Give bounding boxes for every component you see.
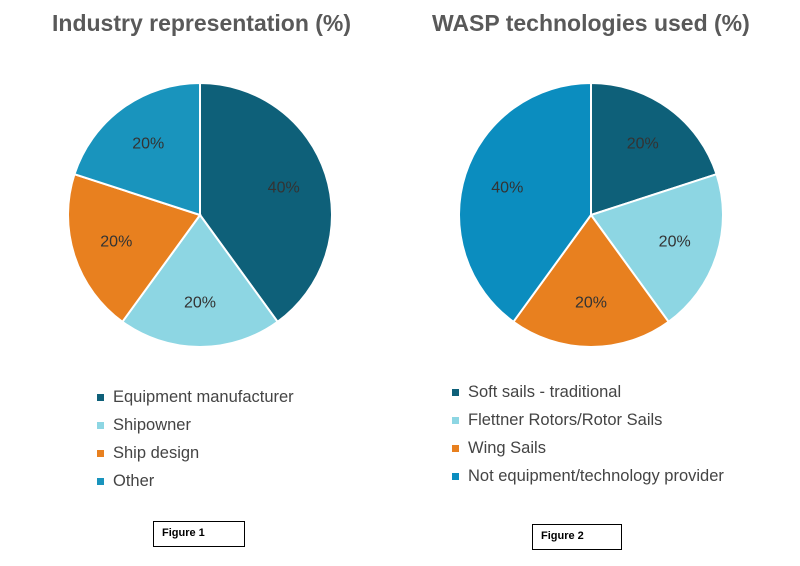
legend-swatch bbox=[452, 444, 459, 452]
wasp-legend: Soft sails - traditional Flettner Rotors… bbox=[452, 378, 724, 490]
legend-item: Ship design bbox=[97, 439, 294, 467]
wasp-slice-label-1: 20% bbox=[659, 234, 691, 251]
figure-1-caption: Figure 1 bbox=[153, 521, 245, 547]
legend-swatch bbox=[452, 388, 459, 396]
figure-2-caption: Figure 2 bbox=[532, 524, 622, 550]
industry-slice-0 bbox=[199, 81, 333, 324]
legend-item: Other bbox=[97, 467, 294, 495]
industry-slice-label-0: 40% bbox=[268, 179, 300, 196]
industry-pie-chart: 40% 20% 20% 20% bbox=[67, 81, 333, 349]
legend-swatch bbox=[97, 477, 104, 485]
legend-label: Wing Sails bbox=[468, 438, 546, 457]
legend-label: Flettner Rotors/Rotor Sails bbox=[468, 410, 663, 429]
wasp-slice-label-2: 20% bbox=[575, 295, 607, 312]
chart-title-wasp: WASP technologies used (%) bbox=[432, 10, 750, 36]
legend-item: Not equipment/technology provider bbox=[452, 462, 724, 490]
industry-slice-3 bbox=[73, 81, 201, 217]
industry-slice-2 bbox=[67, 172, 202, 324]
legend-label: Other bbox=[113, 471, 155, 490]
chart-title-industry: Industry representation (%) bbox=[52, 10, 352, 36]
legend-label: Shipowner bbox=[113, 415, 191, 434]
industry-slice-label-2: 20% bbox=[100, 234, 132, 251]
legend-swatch bbox=[97, 449, 104, 457]
industry-legend: Equipment manufacturer Shipowner Ship de… bbox=[97, 383, 294, 495]
legend-swatch bbox=[452, 472, 459, 480]
industry-slice-1 bbox=[121, 213, 279, 349]
wasp-slice-1 bbox=[589, 172, 724, 324]
industry-slice-label-1: 20% bbox=[184, 295, 216, 312]
wasp-slice-label-0: 20% bbox=[627, 135, 659, 152]
wasp-slice-0 bbox=[590, 81, 718, 217]
legend-label: Soft sails - traditional bbox=[468, 382, 622, 401]
industry-slice-label-3: 20% bbox=[132, 135, 164, 152]
legend-item: Wing Sails bbox=[452, 434, 724, 462]
legend-item: Flettner Rotors/Rotor Sails bbox=[452, 406, 724, 434]
legend-swatch bbox=[97, 421, 104, 429]
legend-swatch bbox=[452, 416, 459, 424]
wasp-slice-3 bbox=[458, 81, 592, 324]
legend-item: Shipowner bbox=[97, 411, 294, 439]
legend-item: Equipment manufacturer bbox=[97, 383, 294, 411]
legend-label: Ship design bbox=[113, 443, 200, 462]
legend-item: Soft sails - traditional bbox=[452, 378, 724, 406]
legend-label: Equipment manufacturer bbox=[113, 387, 294, 406]
wasp-slice-label-3: 40% bbox=[491, 179, 523, 196]
legend-swatch bbox=[97, 393, 104, 401]
wasp-pie-chart: 20% 20% 20% 40% bbox=[458, 81, 724, 349]
legend-label: Not equipment/technology provider bbox=[468, 466, 724, 485]
wasp-slice-2 bbox=[512, 213, 670, 349]
